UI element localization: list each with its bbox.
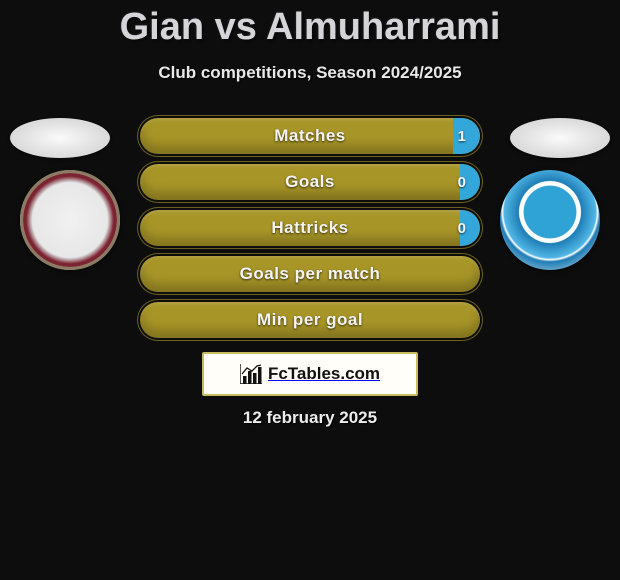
stat-label: Goals per match: [140, 256, 480, 292]
stat-value-right: 0: [444, 210, 480, 246]
club-badge-left: [20, 170, 120, 270]
subtitle: Club competitions, Season 2024/2025: [0, 63, 620, 83]
bar-chart-icon: [240, 364, 262, 384]
stats-bars: Matches1Goals0Hattricks0Goals per matchM…: [140, 118, 480, 348]
page-title: Gian vs Almuharrami: [0, 0, 620, 49]
stat-bar-goals-per-match: Goals per match: [140, 256, 480, 292]
stat-label: Min per goal: [140, 302, 480, 338]
stat-label: Goals: [140, 164, 480, 200]
stat-value-right: 0: [444, 164, 480, 200]
player-photo-right: [510, 118, 610, 158]
brand-link[interactable]: FcTables.com: [202, 352, 418, 396]
club-badge-right: [500, 170, 600, 270]
stat-label: Matches: [140, 118, 480, 154]
player-photo-left: [10, 118, 110, 158]
stat-label: Hattricks: [140, 210, 480, 246]
date-line: 12 february 2025: [0, 408, 620, 428]
stat-value-right: 1: [444, 118, 480, 154]
stat-bar-hattricks: Hattricks0: [140, 210, 480, 246]
brand-text: FcTables.com: [268, 364, 380, 384]
stat-bar-goals: Goals0: [140, 164, 480, 200]
stat-bar-min-per-goal: Min per goal: [140, 302, 480, 338]
stat-bar-matches: Matches1: [140, 118, 480, 154]
